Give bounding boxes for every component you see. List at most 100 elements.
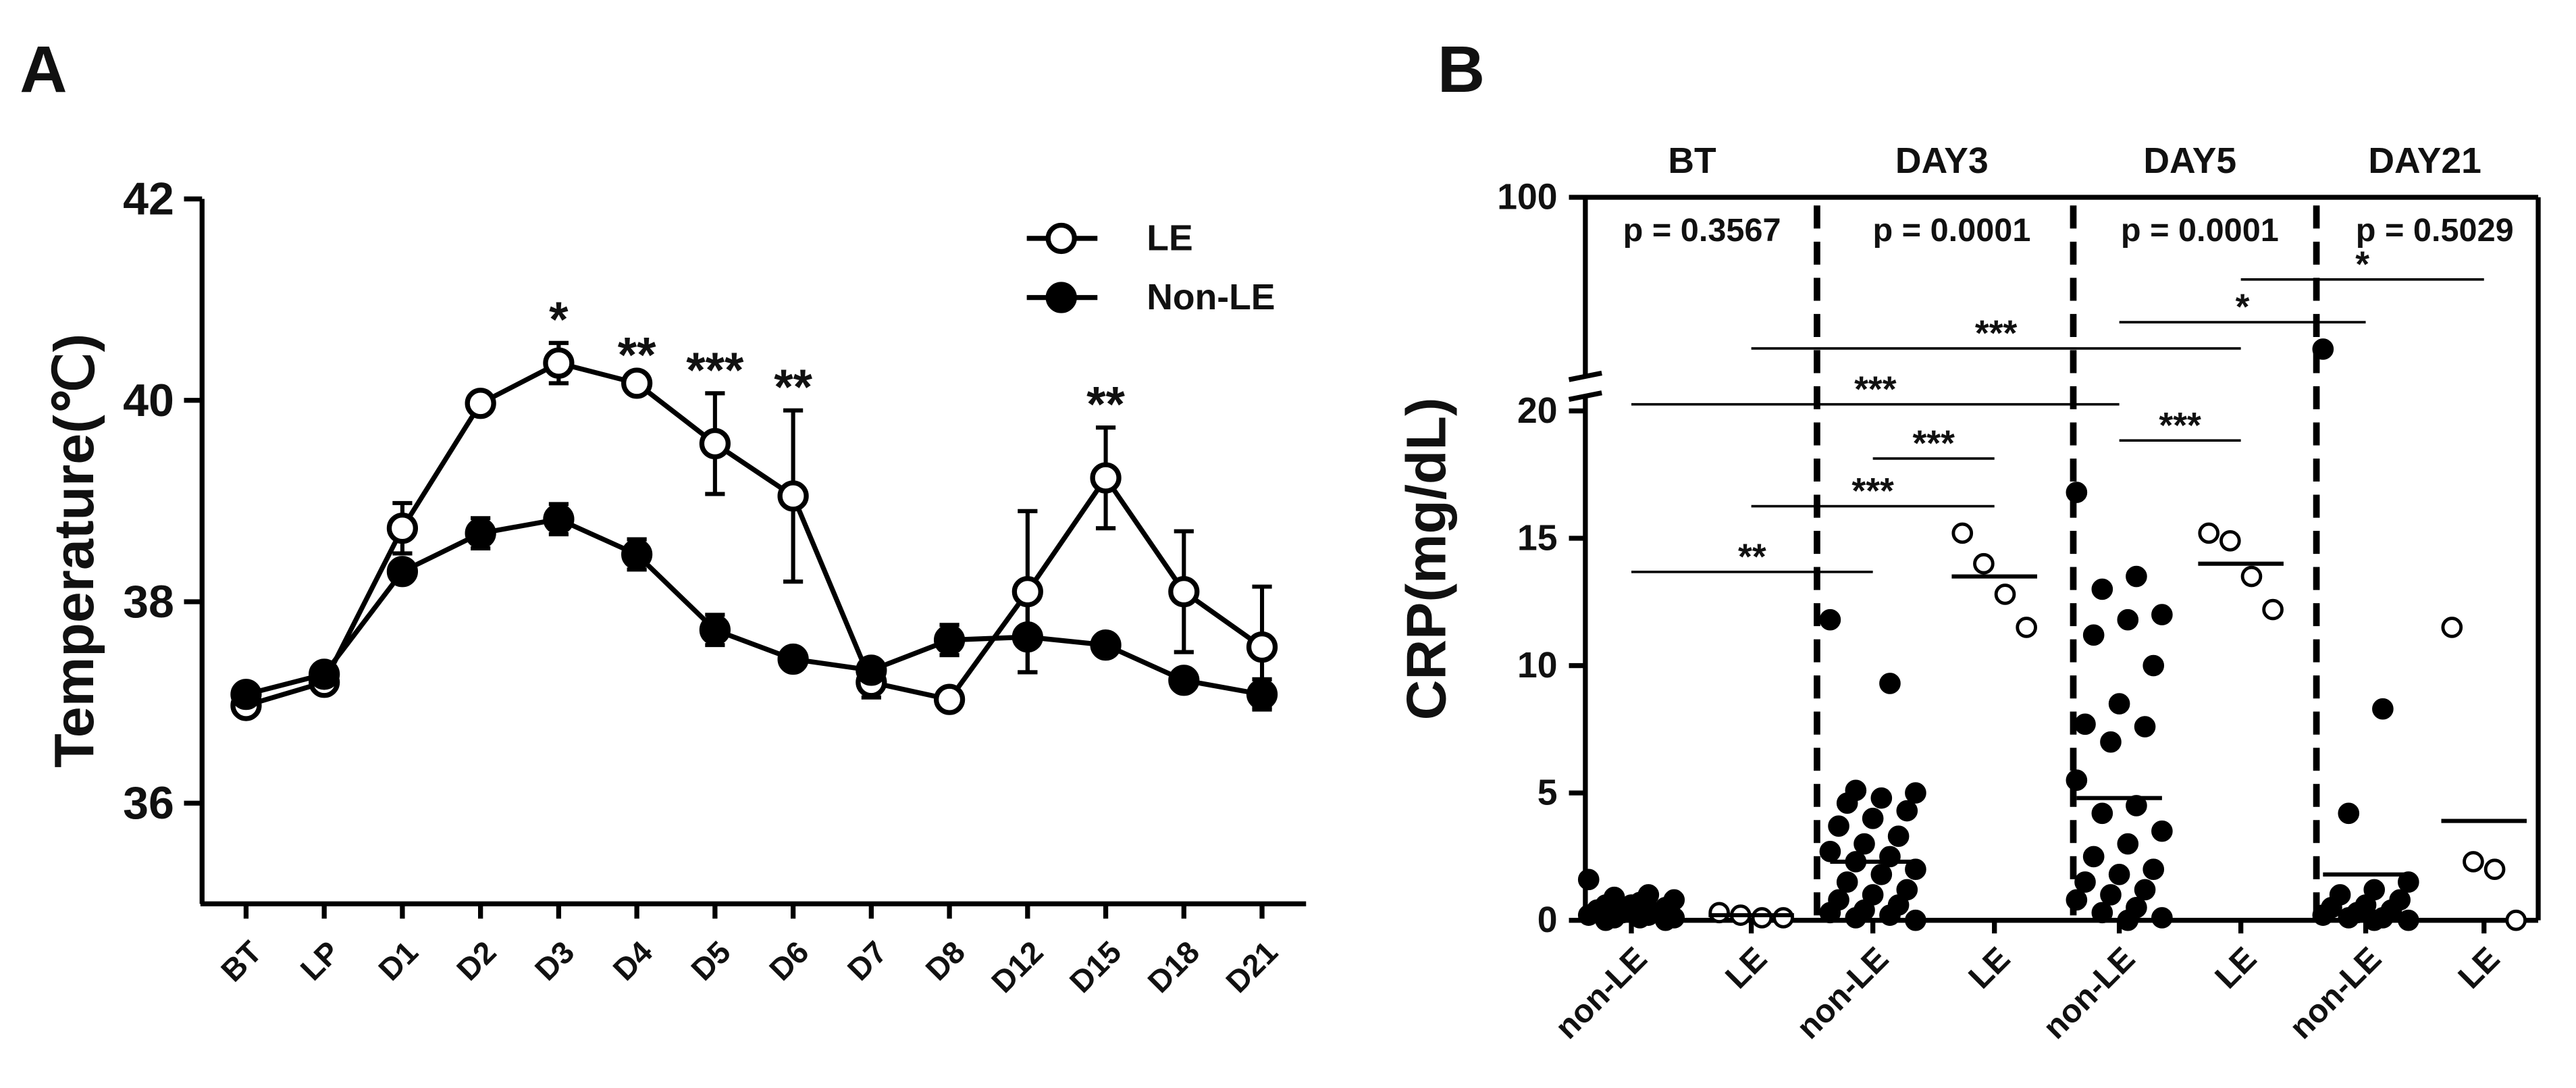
significance-annotation: ** [1086,377,1125,432]
group-title: DAY21 [2368,141,2481,181]
significance-annotation: ** [618,328,656,382]
data-point [2372,698,2394,720]
data-point [2117,833,2139,855]
marker [933,624,966,656]
data-point [2082,846,2105,868]
x-tick-label: non-LE [2283,940,2389,1046]
comparison-label: ** [1738,537,1766,577]
data-point [1819,841,1841,862]
marker [543,347,575,379]
marker [777,643,809,675]
data-point [2338,802,2360,825]
group-title: BT [1668,141,1716,181]
data-point [1854,833,1875,855]
x-tick-label: D6 [762,934,816,987]
marker [1168,575,1200,608]
significance-annotation: *** [686,343,744,398]
data-point [1879,673,1901,694]
p-value: p = 0.0001 [2121,212,2279,249]
x-tick-label: LE [1718,940,1774,995]
data-point [1951,522,1974,544]
marker [1168,665,1200,696]
series-line [245,360,1264,708]
legend-marker [1045,282,1077,313]
comparison-label: *** [1851,471,1894,511]
data-point [2262,598,2284,621]
x-tick-label: D2 [450,934,503,987]
data-point [1887,825,1910,848]
p-value: p = 0.3567 [1623,212,1781,249]
x-tick-label: D8 [919,934,972,987]
data-point [2117,608,2139,631]
comparison-label: * [2236,288,2250,328]
data-point [1994,584,2016,605]
y-tick-label: 100 [1497,178,1557,217]
x-tick-label: LE [1962,940,2017,995]
x-tick-label: LE [2451,940,2506,995]
data-point [2066,482,2088,503]
data-point [2126,565,2147,588]
x-tick-label: D12 [984,934,1050,1000]
comparison-label: *** [2159,406,2201,446]
y-tick-label: 15 [1517,518,1558,558]
marker [777,480,809,512]
data-point [2483,858,2506,881]
marker [1246,631,1278,663]
x-tick-label: D3 [528,934,581,987]
data-point [2074,713,2096,735]
y-tick-label: 0 [1537,900,1558,940]
y-axis-label: CRP(mg/dL) [1394,397,1457,720]
y-tick-label: 20 [1517,391,1558,431]
data-point [2441,617,2463,638]
x-tick-label: D5 [684,934,737,987]
y-tick-label: 42 [123,174,174,225]
marker [1246,679,1278,710]
data-point [2151,907,2173,929]
comparison-label: *** [1854,369,1897,409]
data-point [2066,769,2088,792]
data-point [2398,909,2419,931]
data-point [2143,654,2165,677]
data-point [2066,889,2088,911]
marker [230,679,262,710]
marker [386,513,419,544]
data-point [2338,907,2360,929]
data-point [2117,909,2139,931]
y-tick-label: 5 [1537,773,1558,813]
x-tick-label: LP [294,934,347,987]
x-tick-label: D4 [606,934,660,987]
panel-label: B [1438,32,1485,106]
y-axis-label: Temperature(℃) [43,334,105,768]
data-point [2100,731,2122,753]
data-point [1577,869,1600,891]
x-tick-label: D18 [1141,934,1207,1000]
data-point [2240,565,2263,588]
data-point [2016,617,2037,638]
data-point [2082,624,2105,646]
data-point [2312,338,2334,360]
x-tick-label: BT [214,934,268,988]
x-tick-label: D15 [1063,934,1128,1000]
data-point [2100,884,2122,906]
significance-annotation: ** [774,360,812,415]
marker [386,556,419,588]
data-point [2463,851,2484,873]
data-point [2091,802,2113,825]
legend-marker [1045,222,1077,255]
significance-annotation: * [549,292,569,347]
data-point [1819,608,1841,631]
marker [933,683,966,715]
marker [1090,629,1122,661]
data-point [1879,904,1901,926]
data-point [1905,782,1926,804]
comparison-label: *** [1912,424,1955,464]
marker [465,388,496,419]
data-point [1836,792,1858,814]
marker [465,517,496,549]
data-point [1586,899,1608,921]
data-point [2198,522,2220,544]
marker [699,428,731,460]
series-line [245,516,1263,697]
x-tick-label: non-LE [2036,940,2143,1046]
